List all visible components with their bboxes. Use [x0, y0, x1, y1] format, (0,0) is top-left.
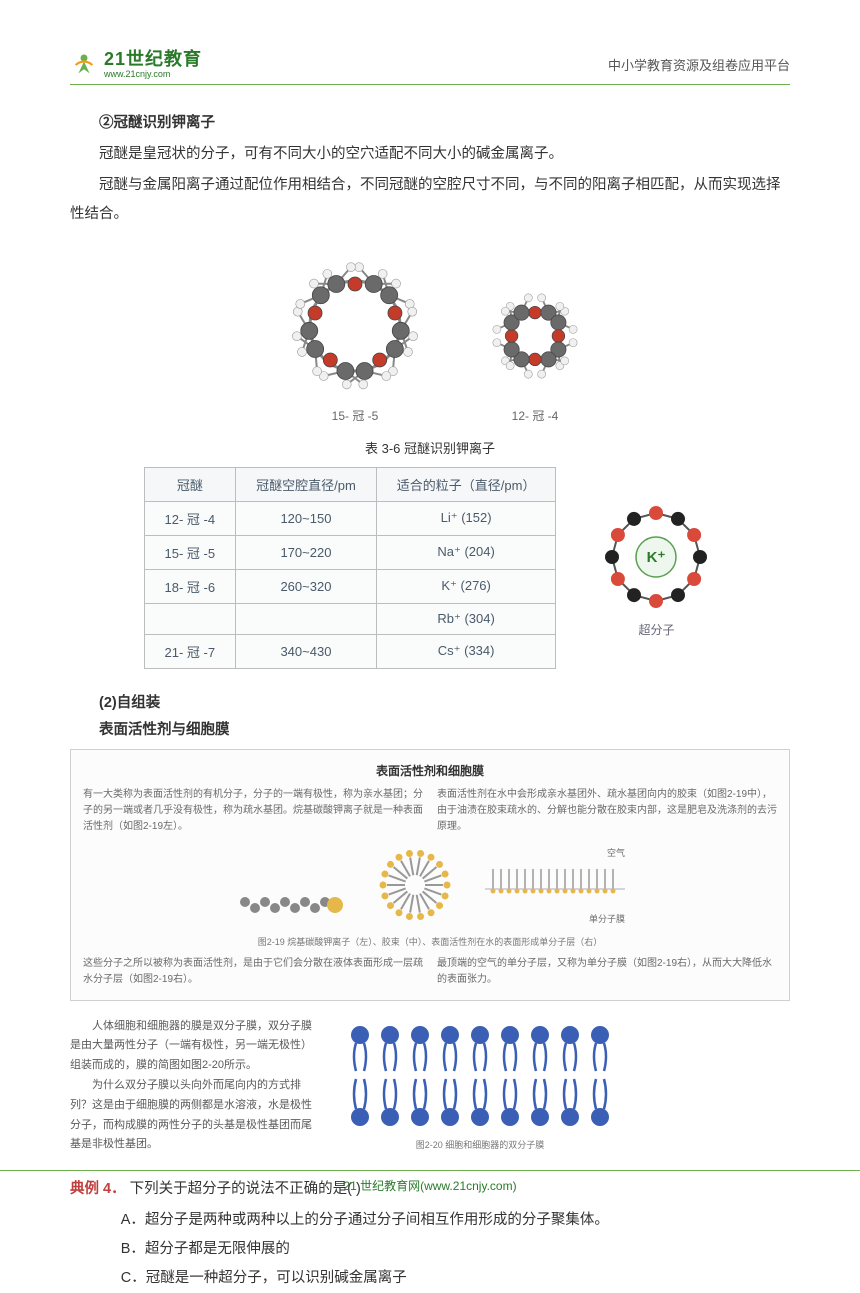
- table-row: 21- 冠 -7340~430Cs⁺ (334): [144, 634, 556, 668]
- option-b: B．超分子都是无限伸展的: [121, 1235, 790, 1264]
- table-cell: [144, 603, 236, 634]
- micelle-icon: [375, 845, 455, 925]
- card1-bl: 这些分子之所以被称为表面活性剂，是由于它们会分散在液体表面形成一层疏水分子层（如…: [83, 956, 423, 988]
- section2-h2: 表面活性剂与细胞膜: [99, 718, 790, 739]
- table-cell: 21- 冠 -7: [144, 634, 236, 668]
- molecule-15-crown-5: 15- 冠 -5: [280, 251, 430, 424]
- table-cell: 260~320: [236, 569, 377, 603]
- table-cell: 12- 冠 -4: [144, 501, 236, 535]
- section2-h1: (2)自组装: [70, 691, 790, 712]
- card2-p2: 为什么双分子膜以头向外而尾向内的方式排列？这是由于细胞膜的两侧都是水溶液，水是极…: [70, 1076, 320, 1155]
- table-cell: 18- 冠 -6: [144, 569, 236, 603]
- table-cell: 170~220: [236, 535, 377, 569]
- section1-p2: 冠醚与金属阳离子通过配位作用相结合，不同冠醚的空腔尺寸不同，与不同的阳离子相匹配…: [70, 171, 790, 229]
- molecule-svg-2: [490, 291, 580, 381]
- mono-label: 单分子膜: [485, 912, 625, 925]
- table-row: 15- 冠 -5170~220Na⁺ (204): [144, 535, 556, 569]
- card2-text: 人体细胞和细胞器的膜是双分子膜，双分子膜是由大量两性分子（一端有极性，另一端无极…: [70, 1017, 320, 1156]
- table-cell: Cs⁺ (334): [376, 634, 556, 668]
- card1-figures: 空气 单分子膜: [83, 845, 777, 925]
- table-cell: Li⁺ (152): [376, 501, 556, 535]
- card2-caption: 图2-20 细胞和细胞器的双分子膜: [340, 1138, 620, 1151]
- card1-right: 表面活性剂在水中会形成亲水基团外、疏水基团向内的胶束（如图2-19中），由于油渍…: [437, 787, 777, 835]
- molecule-12-crown-4: 12- 冠 -4: [490, 291, 580, 424]
- bilayer-svg: [340, 1021, 620, 1131]
- logo-icon: [70, 51, 98, 79]
- table-cell: 340~430: [236, 634, 377, 668]
- footer-text: 21 世纪教育网(www.21cnjy.com): [343, 1179, 516, 1193]
- option-a: A．超分子是两种或两种以上的分子通过分子间相互作用形成的分子聚集体。: [121, 1206, 790, 1235]
- table-row: 18- 冠 -6260~320K⁺ (276): [144, 569, 556, 603]
- card1-mid-caption: 图2-19 烷基碳酸钾离子（左）、胶束（中）、表面活性剂在水的表面形成单分子层（…: [83, 935, 777, 948]
- card1-left: 有一大类称为表面活性剂的有机分子，分子的一端有极性，称为亲水基团；分子的另一端或…: [83, 787, 423, 835]
- table-row: 12- 冠 -4120~150Li⁺ (152): [144, 501, 556, 535]
- table-cell: Rb⁺ (304): [376, 603, 556, 634]
- section1-p1: 冠醚是皇冠状的分子，可有不同大小的空穴适配不同大小的碱金属离子。: [70, 140, 790, 169]
- logo-text-en: www.21cnjy.com: [104, 70, 202, 80]
- molecule-figures: 15- 冠 -5 12- 冠 -4: [70, 251, 790, 424]
- logo-text-cn: 21世纪教育: [104, 50, 202, 70]
- page-header: 21世纪教育 www.21cnjy.com 中小学教育资源及组卷应用平台: [70, 50, 790, 85]
- table-cell: [236, 603, 377, 634]
- monolayer-block: 空气 单分子膜: [485, 846, 625, 925]
- card2-p1: 人体细胞和细胞器的膜是双分子膜，双分子膜是由大量两性分子（一端有极性，另一端无极…: [70, 1017, 320, 1076]
- molecule-caption-1: 15- 冠 -5: [332, 407, 379, 424]
- crown-table: 冠醚冠醚空腔直径/pm适合的粒子（直径/pm） 12- 冠 -4120~150L…: [144, 467, 557, 669]
- option-c: C．冠醚是一种超分子，可以识别碱金属离子: [121, 1264, 790, 1293]
- supermolecule-caption: 超分子: [638, 621, 674, 638]
- molecule-caption-2: 12- 冠 -4: [512, 407, 559, 424]
- example-options: A．超分子是两种或两种以上的分子通过分子间相互作用形成的分子聚集体。 B．超分子…: [121, 1206, 790, 1293]
- section1-title: ②冠醚识别钾离子: [70, 109, 790, 138]
- table-row: Rb⁺ (304): [144, 603, 556, 634]
- card1-br: 最顶端的空气的单分子层，又称为单分子膜（如图2-19右），从而大大降低水的表面张…: [437, 956, 777, 988]
- table-cell: Na⁺ (204): [376, 535, 556, 569]
- air-label: 空气: [485, 846, 625, 859]
- table-header: 冠醚空腔直径/pm: [236, 467, 377, 501]
- card1-title: 表面活性剂和细胞膜: [83, 762, 777, 779]
- table-cell: K⁺ (276): [376, 569, 556, 603]
- page-footer: 21 世纪教育网(www.21cnjy.com): [0, 1170, 860, 1194]
- table-header: 适合的粒子（直径/pm）: [376, 467, 556, 501]
- section-crown-ether: ②冠醚识别钾离子 冠醚是皇冠状的分子，可有不同大小的空穴适配不同大小的碱金属离子…: [70, 109, 790, 229]
- table-cell: 120~150: [236, 501, 377, 535]
- bilayer-figure: 图2-20 细胞和细胞器的双分子膜: [340, 1021, 620, 1151]
- table-wrap: 冠醚冠醚空腔直径/pm适合的粒子（直径/pm） 12- 冠 -4120~150L…: [70, 467, 790, 669]
- header-subtitle: 中小学教育资源及组卷应用平台: [608, 55, 790, 74]
- logo: 21世纪教育 www.21cnjy.com: [70, 50, 202, 80]
- surfactant-card: 表面活性剂和细胞膜 有一大类称为表面活性剂的有机分子，分子的一端有极性，称为亲水…: [70, 749, 790, 1001]
- supermolecule-svg: K⁺: [596, 497, 716, 617]
- table-title: 表 3-6 冠醚识别钾离子: [70, 438, 790, 457]
- supermolecule-figure: K⁺ 超分子: [596, 497, 716, 638]
- surfactant-chain-icon: [235, 885, 345, 925]
- bilayer-card: 人体细胞和细胞器的膜是双分子膜，双分子膜是由大量两性分子（一端有极性，另一端无极…: [70, 1017, 790, 1156]
- monolayer-icon: [485, 859, 625, 909]
- table-cell: 15- 冠 -5: [144, 535, 236, 569]
- table-header: 冠醚: [144, 467, 236, 501]
- svg-text:K⁺: K⁺: [647, 549, 666, 566]
- molecule-svg-1: [280, 251, 430, 401]
